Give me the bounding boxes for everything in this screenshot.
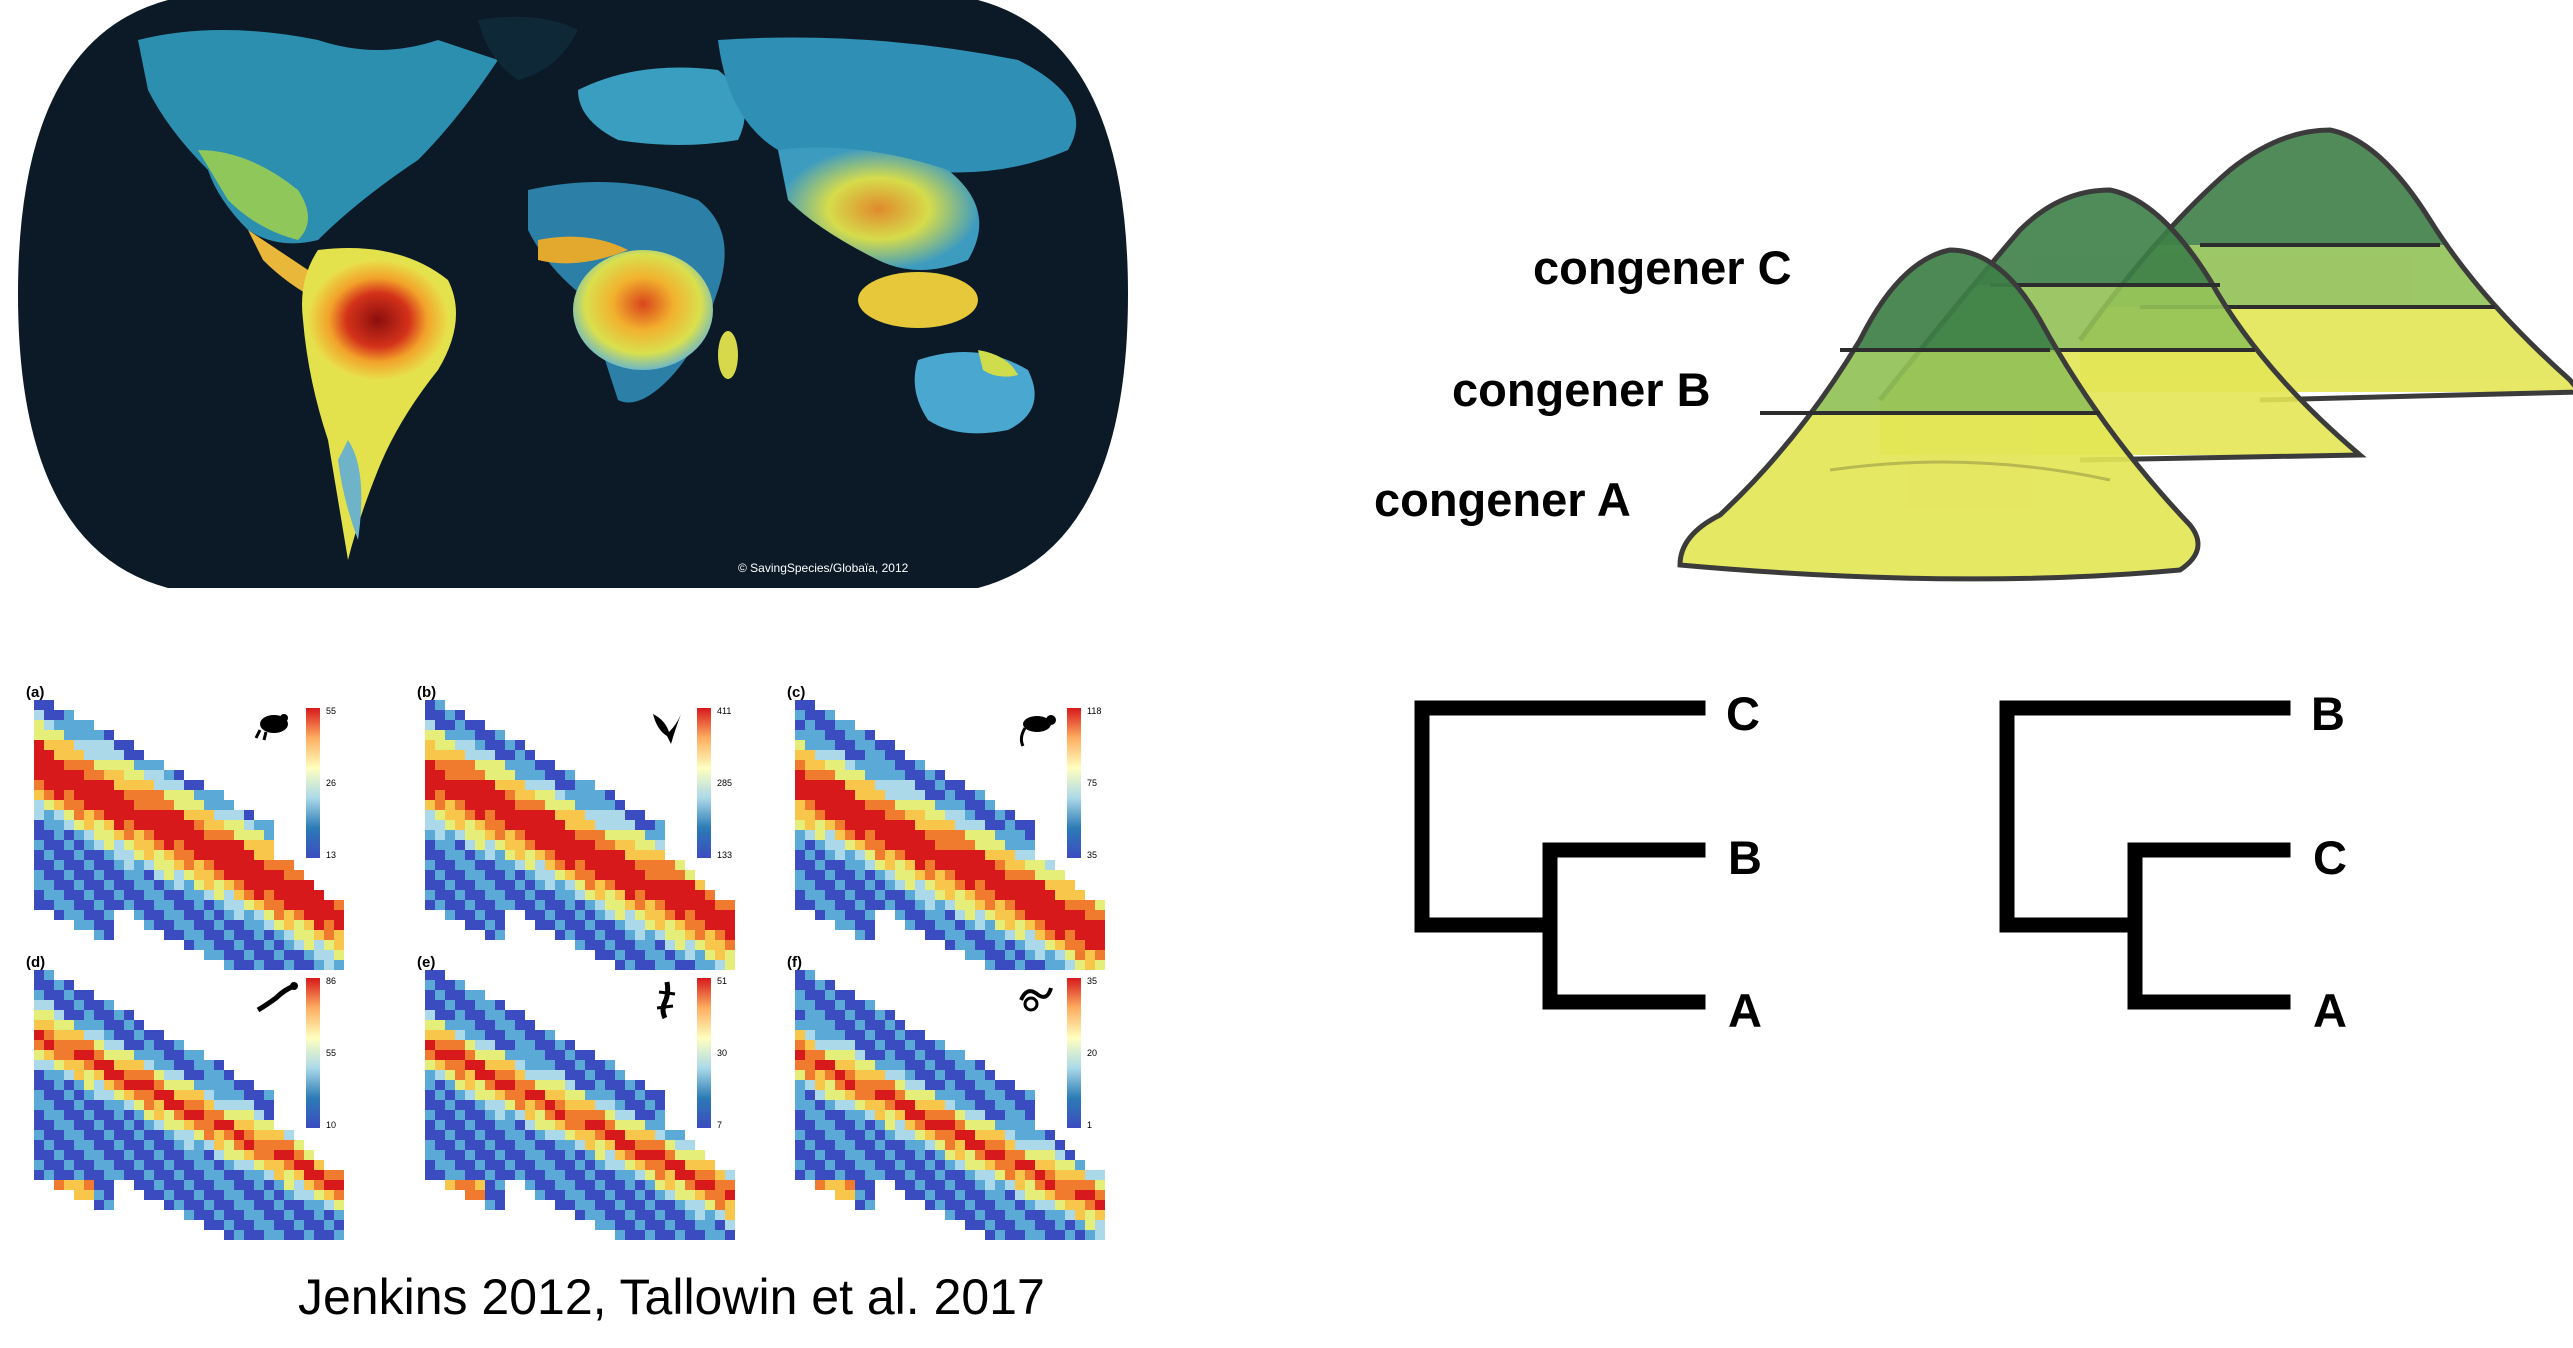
scale-tick-label: 30 xyxy=(717,1048,728,1058)
tree-left-tip-c: C xyxy=(1726,687,1760,740)
color-scale-bar xyxy=(306,708,320,858)
color-scale-bar xyxy=(697,978,711,1128)
phylogeny-tree-right xyxy=(1999,700,2291,1010)
scale-tick-label: 20 xyxy=(1087,1048,1098,1058)
panel-heatmap xyxy=(795,970,1105,1240)
tree-left-tip-a: A xyxy=(1728,984,1762,1037)
scale-tick-label: 7 xyxy=(717,1120,723,1130)
scale-tick-label: 86 xyxy=(326,976,337,986)
scale-tick-label: 75 xyxy=(1087,778,1098,788)
richness-panel: (d) 86 55 10 xyxy=(26,954,434,1240)
tree-right-tip-c: C xyxy=(2313,831,2347,884)
scale-tick-label: 13 xyxy=(326,850,337,860)
scale-tick-label: 133 xyxy=(717,850,733,860)
richness-panel: (f) 35 20 1 xyxy=(787,954,1195,1240)
frog-icon xyxy=(254,714,288,741)
tree-left-tip-b: B xyxy=(1728,831,1762,884)
scale-tick-label: 55 xyxy=(326,706,337,716)
gecko-icon xyxy=(656,981,676,1020)
panel-label: (e) xyxy=(417,954,436,971)
panel-heatmap xyxy=(425,970,735,1240)
panel-label: (b) xyxy=(417,684,437,701)
scale-tick-label: 1 xyxy=(1087,1120,1093,1130)
richness-panel: (b) 411 285 133 xyxy=(417,684,825,970)
congener-elevation-diagram xyxy=(1677,127,2573,582)
phylogeny-tree-left xyxy=(1414,700,1706,1010)
tree-right-tip-b: B xyxy=(2311,687,2345,740)
color-scale-bar xyxy=(697,708,711,858)
bird-icon xyxy=(653,714,681,744)
panel-label: (c) xyxy=(787,684,806,701)
label-congener-a: congener A xyxy=(1374,473,1631,526)
panel-heatmap xyxy=(34,700,344,970)
tree-right-tip-a: A xyxy=(2313,984,2347,1037)
panel-heatmap xyxy=(425,700,735,970)
scale-tick-label: 35 xyxy=(1087,850,1098,860)
scale-tick-label: 55 xyxy=(326,1048,337,1058)
mammal-icon xyxy=(1019,715,1056,747)
richness-panel: (e) 51 30 7 xyxy=(417,954,825,1240)
panel-label: (f) xyxy=(787,954,802,971)
scale-tick-label: 51 xyxy=(717,976,728,986)
scale-tick-label: 26 xyxy=(326,778,337,788)
panel-heatmap xyxy=(34,970,344,1240)
richness-panel: (c) 118 75 35 xyxy=(787,684,1195,970)
color-scale-bar xyxy=(1067,978,1081,1128)
world-richness-map: © SavingSpecies/Globaïa, 2012 xyxy=(18,0,1128,588)
scale-tick-label: 285 xyxy=(717,778,733,788)
panel-heatmap xyxy=(795,700,1105,970)
label-congener-b: congener B xyxy=(1452,363,1711,416)
scale-tick-label: 35 xyxy=(1087,976,1098,986)
scale-tick-label: 10 xyxy=(326,1120,337,1130)
label-congener-c: congener C xyxy=(1533,241,1792,294)
color-scale-bar xyxy=(306,978,320,1128)
snake-icon xyxy=(1019,987,1053,1012)
citation-credit: Jenkins 2012, Tallowin et al. 2017 xyxy=(298,1269,1045,1325)
lizard-icon xyxy=(256,982,298,1013)
richness-panel: (a) 55 26 13 xyxy=(26,684,434,970)
map-copyright: © SavingSpecies/Globaïa, 2012 xyxy=(738,561,909,575)
color-scale-bar xyxy=(1067,708,1081,858)
scale-tick-label: 118 xyxy=(1087,706,1102,716)
panel-label: (d) xyxy=(26,954,46,971)
panel-label: (a) xyxy=(26,684,45,701)
scale-tick-label: 411 xyxy=(717,706,732,716)
